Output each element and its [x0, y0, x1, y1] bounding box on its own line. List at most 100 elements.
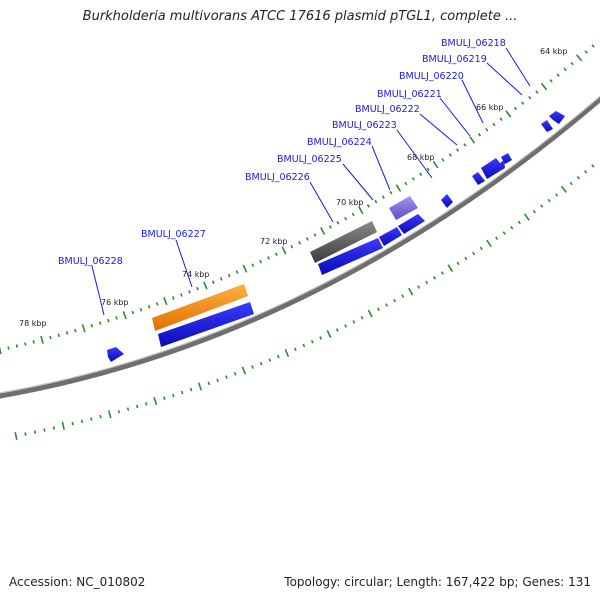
- leader-line-06219: [486, 62, 523, 96]
- gene-feature-bmulj-06222[interactable]: [472, 172, 485, 185]
- gene-label-bmulj-06220[interactable]: BMULJ_06220: [399, 71, 464, 82]
- inner-ring-tick: [464, 256, 468, 261]
- inner-ring-tick: [153, 397, 158, 406]
- inner-ring-tick: [576, 176, 581, 180]
- outer-ring-tick: [172, 296, 175, 300]
- gene-label-bmulj-06227[interactable]: BMULJ_06227: [141, 229, 206, 240]
- outer-ring-tick: [15, 344, 19, 348]
- outer-ring-tick: [419, 172, 423, 177]
- inner-ring-tick: [233, 372, 237, 376]
- outer-ring-tick: [485, 127, 489, 132]
- scale-label-68kbp: 68 kbp: [407, 153, 435, 162]
- outer-ring-tick: [65, 331, 69, 335]
- gene-feature-bmulj-06219[interactable]: [541, 120, 553, 132]
- gene-label-bmulj-06228[interactable]: BMULJ_06228: [58, 256, 123, 267]
- leader-line-06218: [505, 47, 531, 87]
- inner-ring-tick: [241, 366, 247, 375]
- inner-ring-tick: [163, 396, 166, 401]
- gene-feature-bmulj-06226a[interactable]: [379, 227, 402, 246]
- outer-ring-tick: [90, 323, 94, 328]
- inner-ring-tick: [583, 170, 588, 174]
- inner-ring-tick: [259, 361, 263, 366]
- leader-line-06222: [419, 113, 458, 146]
- gene-features: [107, 111, 565, 362]
- leader-line-06221: [439, 97, 471, 137]
- outer-ring-tick: [227, 273, 231, 278]
- inner-ring-tick: [532, 209, 536, 214]
- outer-ring-tick: [591, 44, 595, 48]
- outer-ring-tick: [528, 95, 532, 100]
- outer-ring-tick: [139, 307, 143, 312]
- gene-label-bmulj-06218[interactable]: BMULJ_06218: [441, 38, 506, 49]
- outer-ring-tick: [426, 167, 430, 172]
- inner-ring-tick: [284, 348, 290, 358]
- inner-ring-tick: [502, 231, 506, 235]
- inner-ring-tick: [24, 432, 27, 436]
- inner-ring-tick: [216, 378, 219, 383]
- inner-ring-tick: [99, 414, 102, 419]
- outer-ring-tick: [374, 199, 378, 204]
- inner-ring-tick: [268, 358, 272, 362]
- inner-ring-tick: [540, 204, 544, 208]
- inner-ring-tick: [486, 239, 492, 248]
- gene-feature-blue-lower[interactable]: [158, 302, 254, 347]
- leader-line-06226: [309, 181, 334, 223]
- outer-ring-tick: [513, 106, 518, 111]
- inner-ring-tick: [425, 280, 429, 285]
- outer-ring-tick: [366, 204, 370, 208]
- gene-feature-bmulj-06226[interactable]: [310, 221, 377, 263]
- gene-feature-bmulj-06220[interactable]: [481, 158, 505, 179]
- scale-label-66kbp: 66 kbp: [476, 103, 504, 112]
- outer-ring-tick: [57, 333, 60, 338]
- outer-ring-tick: [563, 67, 567, 72]
- outer-ring-tick: [584, 50, 588, 54]
- gene-feature-bmulj-06225[interactable]: [398, 214, 425, 234]
- outer-ring-tick: [521, 101, 525, 105]
- outer-ring-tick: [540, 82, 548, 91]
- outer-ring-tick: [492, 122, 496, 127]
- outer-ring-tick: [499, 117, 503, 121]
- outer-ring-tick: [469, 136, 476, 144]
- gene-feature-bmulj-06218[interactable]: [549, 111, 565, 124]
- gene-feature-bmulj-06221[interactable]: [501, 153, 512, 164]
- gene-label-bmulj-06224[interactable]: BMULJ_06224: [307, 137, 372, 148]
- gene-label-bmulj-06222[interactable]: BMULJ_06222: [355, 104, 420, 115]
- leader-lines: [91, 47, 531, 316]
- outer-ring-tick: [344, 216, 348, 221]
- inner-ring-tick: [43, 428, 46, 432]
- inner-ring-tick: [61, 421, 65, 430]
- outer-ring-tick: [0, 346, 2, 355]
- outer-ring-tick: [448, 153, 452, 157]
- outer-ring-tick: [432, 160, 439, 169]
- gene-label-bmulj-06225[interactable]: BMULJ_06225: [277, 154, 342, 165]
- inner-ring-tick: [225, 375, 228, 379]
- inner-ring-tick: [560, 185, 567, 193]
- gene-feature-bmulj-06228[interactable]: [107, 347, 124, 362]
- gene-feature-bmulj-06227[interactable]: [152, 284, 248, 331]
- outer-ring-tick: [81, 324, 86, 333]
- gene-label-bmulj-06219[interactable]: BMULJ_06219: [422, 54, 487, 65]
- gene-label-bmulj-06226[interactable]: BMULJ_06226: [245, 172, 310, 183]
- inner-ring-tick: [276, 354, 280, 359]
- gene-feature-blue-long[interactable]: [318, 238, 383, 275]
- gene-label-bmulj-06221[interactable]: BMULJ_06221: [377, 89, 442, 100]
- inner-ring-tick: [367, 309, 373, 318]
- outer-ring-tick: [40, 335, 44, 344]
- outer-ring-tick: [122, 311, 127, 320]
- outer-ring-tick: [203, 281, 208, 290]
- inner-ring-tick: [447, 264, 454, 273]
- gene-feature-bmulj-06224[interactable]: [389, 196, 418, 220]
- inner-ring-tick: [547, 198, 551, 203]
- gene-label-bmulj-06223[interactable]: BMULJ_06223: [332, 120, 397, 131]
- outer-ring-tick: [404, 181, 408, 186]
- gene-feature-bmulj-06223[interactable]: [441, 194, 453, 208]
- outer-ring-tick: [32, 340, 35, 344]
- inner-ring-tick: [197, 382, 203, 391]
- inner-ring-tick: [523, 213, 530, 221]
- outer-ring-tick: [320, 227, 326, 235]
- inner-ring-tick: [440, 271, 444, 275]
- inner-ring-tick: [145, 402, 148, 406]
- inner-ring-tick: [417, 285, 421, 289]
- scale-label-72kbp: 72 kbp: [260, 237, 288, 246]
